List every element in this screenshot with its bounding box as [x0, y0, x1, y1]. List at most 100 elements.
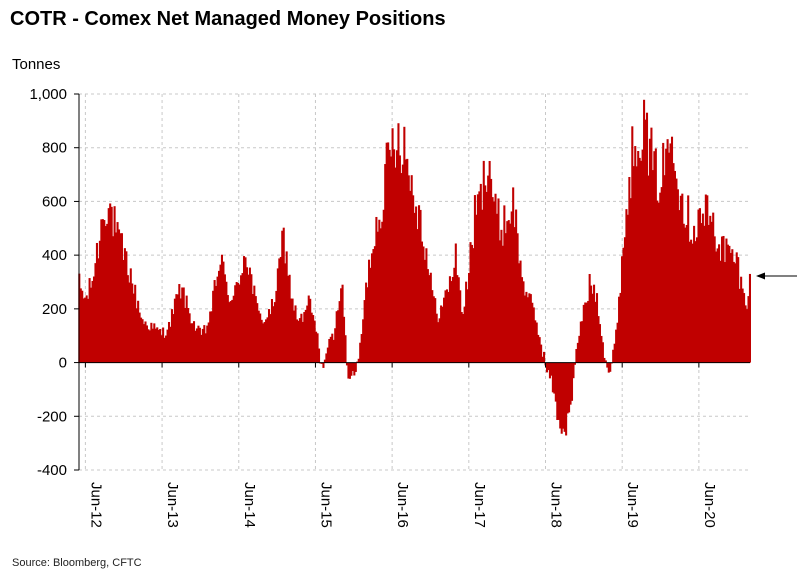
bar: [537, 334, 540, 363]
bar: [637, 151, 640, 363]
bar: [425, 248, 428, 363]
bar: [220, 254, 223, 363]
bar: [347, 362, 350, 379]
bar: [357, 358, 360, 363]
bar: [375, 216, 378, 363]
bar: [706, 195, 709, 363]
bar: [679, 195, 682, 363]
bar: [712, 212, 715, 363]
bar: [125, 251, 128, 363]
bar: [182, 287, 185, 363]
bar: [141, 319, 144, 363]
bar: [147, 329, 150, 363]
bar: [328, 339, 331, 363]
bar: [195, 328, 198, 363]
bar: [469, 242, 472, 363]
y-tick-label: 400: [42, 247, 67, 264]
bar: [575, 349, 578, 363]
bar: [645, 112, 649, 363]
bar: [413, 212, 416, 363]
bar: [740, 276, 743, 363]
bar: [484, 185, 487, 363]
bar: [516, 233, 519, 363]
bar: [685, 225, 688, 363]
bar: [265, 319, 268, 363]
bar: [493, 201, 496, 363]
bar: [145, 325, 148, 363]
bar: [434, 298, 437, 363]
bar: [163, 337, 166, 363]
bar: [747, 296, 750, 363]
bar: [628, 177, 631, 363]
bar: [259, 313, 262, 363]
bar: [188, 313, 191, 363]
bar: [563, 362, 566, 432]
bar: [485, 191, 488, 363]
bar: [369, 267, 372, 363]
bar: [192, 321, 196, 363]
bar: [547, 362, 550, 371]
bar: [356, 361, 359, 363]
bar: [337, 310, 340, 363]
bar: [381, 221, 384, 363]
bar: [397, 123, 400, 363]
bar: [629, 198, 632, 363]
bar: [472, 248, 475, 363]
bar: [94, 263, 97, 363]
bar: [281, 230, 284, 363]
bar: [88, 278, 91, 363]
bar: [257, 310, 260, 363]
x-tick-label: Jun-15: [317, 482, 334, 528]
bar: [87, 298, 90, 363]
bar: [350, 362, 353, 376]
bar: [238, 284, 241, 363]
bar: [285, 251, 288, 363]
bar: [126, 275, 129, 363]
bar: [588, 274, 591, 363]
bar: [418, 205, 421, 363]
bar: [112, 236, 115, 363]
bar: [735, 252, 738, 363]
bar: [601, 342, 604, 363]
bar: [301, 321, 304, 363]
bar: [423, 259, 426, 363]
bar: [269, 314, 272, 363]
bar: [673, 170, 676, 363]
bar: [604, 360, 607, 363]
bar: [256, 303, 259, 363]
bar: [457, 277, 460, 363]
bar: [665, 148, 668, 363]
bar: [113, 206, 116, 363]
bar: [584, 302, 587, 363]
bar: [497, 198, 500, 363]
bar: [137, 300, 140, 363]
bar: [641, 149, 644, 363]
bar: [100, 219, 103, 363]
bar: [710, 221, 713, 363]
bar: [704, 194, 707, 363]
bar: [700, 223, 703, 363]
bar: [560, 362, 563, 434]
bar: [415, 206, 418, 363]
bar: [251, 294, 254, 363]
bar: [407, 175, 410, 363]
bar: [234, 285, 237, 363]
bar: [419, 209, 422, 363]
bar: [440, 305, 443, 363]
bar: [568, 362, 571, 413]
bar: [690, 239, 693, 363]
bar: [600, 335, 603, 363]
bar: [340, 288, 343, 363]
bar: [504, 233, 507, 363]
bar: [290, 298, 293, 363]
bar: [366, 287, 369, 363]
bar: [619, 292, 622, 363]
bar-series: [78, 99, 751, 436]
bar: [331, 333, 334, 363]
bar: [513, 227, 516, 363]
bar: [376, 231, 379, 363]
bar: [556, 362, 559, 420]
bar: [737, 257, 740, 363]
x-axis-ticks: Jun-12 Jun-13 Jun-14 Jun-15 Jun-16 Jun-17 Jun-…: [87, 482, 717, 528]
bar: [534, 320, 537, 363]
